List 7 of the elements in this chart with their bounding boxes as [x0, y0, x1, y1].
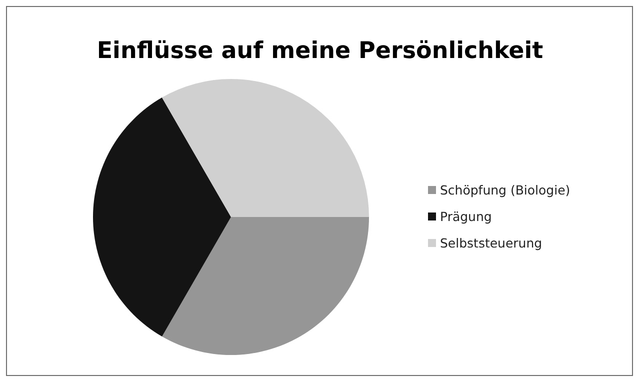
- pie-slice: [162, 79, 369, 217]
- pie-slice: [162, 217, 369, 355]
- legend-label: Schöpfung (Biologie): [440, 182, 570, 198]
- legend-label: Prägung: [440, 208, 492, 224]
- chart-title: Einflüsse auf meine Persönlichkeit: [96, 38, 544, 64]
- legend-label: Selbststeuerung: [440, 235, 542, 250]
- pie-slice: [93, 98, 231, 337]
